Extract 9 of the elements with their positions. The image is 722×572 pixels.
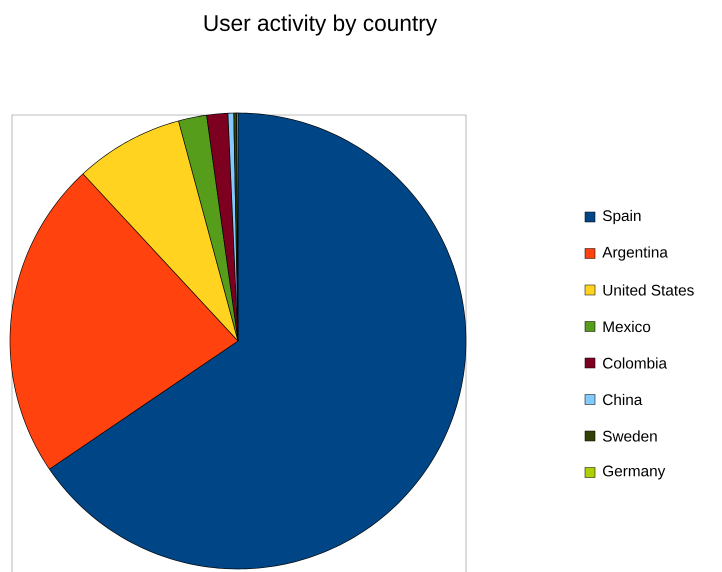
legend-label: Spain <box>602 210 640 224</box>
chart-title: User activity by country <box>204 14 438 36</box>
legend-label: Sweden <box>602 430 657 442</box>
legend-label: Argentina <box>602 246 668 261</box>
legend-label: China <box>603 394 642 406</box>
legend-label: Mexico <box>604 320 650 332</box>
legend-label: Germany <box>603 466 666 480</box>
legend-label: United States <box>603 284 694 296</box>
legend-label: Colombia <box>603 357 668 369</box>
